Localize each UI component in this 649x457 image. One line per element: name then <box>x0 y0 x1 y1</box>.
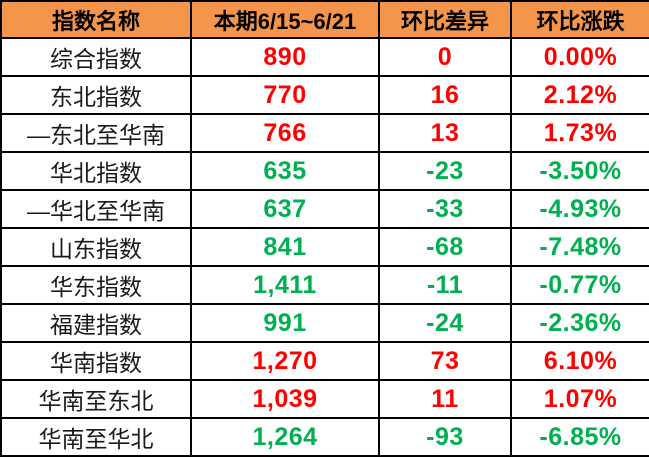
change-percent-cell: 1.73% <box>510 113 649 153</box>
change-percent-cell: -7.48% <box>510 227 649 267</box>
current-value-cell: 770 <box>190 75 380 115</box>
diff-value-cell: 11 <box>378 379 512 419</box>
current-value-cell: 1,039 <box>190 379 380 419</box>
table-row: 华南指数 1,270 73 6.10% <box>0 341 649 381</box>
header-current-period: 本期6/15~6/21 <box>190 0 380 39</box>
header-diff: 环比差异 <box>378 0 512 39</box>
index-name-cell: 华北指数 <box>0 151 192 191</box>
change-percent-cell: -3.50% <box>510 151 649 191</box>
index-name-cell: 华南指数 <box>0 341 192 381</box>
header-change-percent: 环比涨跌 <box>510 0 649 39</box>
current-value-cell: 841 <box>190 227 380 267</box>
index-name-cell: 华东指数 <box>0 265 192 305</box>
change-percent-cell: -0.77% <box>510 265 649 305</box>
diff-value-cell: 16 <box>378 75 512 115</box>
table-row: 福建指数 991 -24 -2.36% <box>0 303 649 343</box>
table-body: 综合指数 890 0 0.00% 东北指数 770 16 2.12% —东北至华南 766 13 1.… <box>0 37 649 457</box>
table-header: 指数名称 本期6/15~6/21 环比差异 环比涨跌 <box>0 0 649 39</box>
change-percent-cell: 2.12% <box>510 75 649 115</box>
diff-value-cell: 13 <box>378 113 512 153</box>
diff-value-cell: -33 <box>378 189 512 229</box>
change-percent-cell: -4.93% <box>510 189 649 229</box>
current-value-cell: 1,270 <box>190 341 380 381</box>
index-name-cell: 山东指数 <box>0 227 192 267</box>
current-value-cell: 1,411 <box>190 265 380 305</box>
current-value-cell: 1,264 <box>190 417 380 457</box>
table-row: 华东指数 1,411 -11 -0.77% <box>0 265 649 305</box>
change-percent-cell: 6.10% <box>510 341 649 381</box>
table-row: 山东指数 841 -68 -7.48% <box>0 227 649 267</box>
index-name-cell: 东北指数 <box>0 75 192 115</box>
current-value-cell: 637 <box>190 189 380 229</box>
diff-value-cell: -23 <box>378 151 512 191</box>
diff-value-cell: -68 <box>378 227 512 267</box>
index-name-cell: 福建指数 <box>0 303 192 343</box>
header-row: 指数名称 本期6/15~6/21 环比差异 环比涨跌 <box>0 0 649 39</box>
index-name-cell: —东北至华南 <box>0 113 192 153</box>
table-row: 华南至华北 1,264 -93 -6.85% <box>0 417 649 457</box>
diff-value-cell: 0 <box>378 37 512 77</box>
current-value-cell: 890 <box>190 37 380 77</box>
diff-value-cell: -93 <box>378 417 512 457</box>
change-percent-cell: -2.36% <box>510 303 649 343</box>
table-row: 综合指数 890 0 0.00% <box>0 37 649 77</box>
index-name-cell: —华北至华南 <box>0 189 192 229</box>
diff-value-cell: 73 <box>378 341 512 381</box>
current-value-cell: 991 <box>190 303 380 343</box>
index-name-cell: 综合指数 <box>0 37 192 77</box>
change-percent-cell: 1.07% <box>510 379 649 419</box>
header-index-name: 指数名称 <box>0 0 192 39</box>
table-row: 东北指数 770 16 2.12% <box>0 75 649 115</box>
diff-value-cell: -24 <box>378 303 512 343</box>
change-percent-cell: 0.00% <box>510 37 649 77</box>
table-row: —东北至华南 766 13 1.73% <box>0 113 649 153</box>
diff-value-cell: -11 <box>378 265 512 305</box>
table-row: 华北指数 635 -23 -3.50% <box>0 151 649 191</box>
table-row: —华北至华南 637 -33 -4.93% <box>0 189 649 229</box>
index-name-cell: 华南至东北 <box>0 379 192 419</box>
change-percent-cell: -6.85% <box>510 417 649 457</box>
current-value-cell: 635 <box>190 151 380 191</box>
index-name-cell: 华南至华北 <box>0 417 192 457</box>
table-row: 华南至东北 1,039 11 1.07% <box>0 379 649 419</box>
current-value-cell: 766 <box>190 113 380 153</box>
